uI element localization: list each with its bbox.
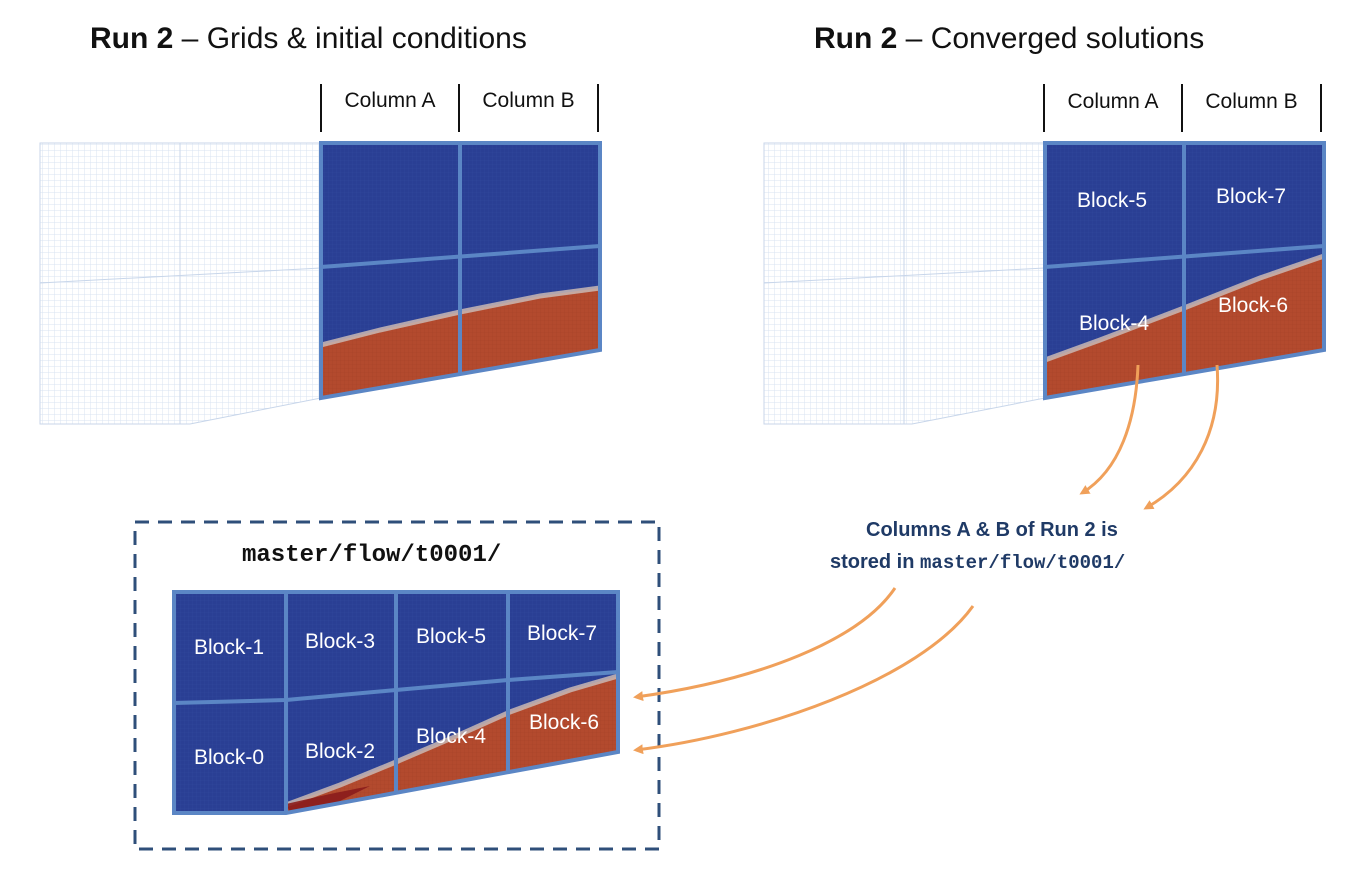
left-bracket-2 [458, 84, 460, 132]
left-faint-grid [39, 142, 322, 425]
right-block-label: Block-6 [1217, 294, 1289, 317]
left-block-mesh [319, 141, 602, 401]
note-line-1: Columns A & B of Run 2 is [866, 519, 1118, 541]
storage-block-label: Block-4 [415, 725, 487, 748]
left-title-bold: Run 2 [90, 22, 174, 55]
left-panel-title: Run 2 – Grids & initial conditions [90, 22, 527, 56]
storage-block-label: Block-6 [528, 711, 600, 734]
right-bracket-2 [1181, 84, 1183, 132]
right-panel-title: Run 2 – Converged solutions [814, 22, 1204, 56]
storage-block-label: Block-3 [304, 630, 376, 653]
arrow-column-b-to-note [1143, 364, 1220, 510]
note-line-2-path: master/flow/t0001/ [920, 552, 1126, 574]
left-bracket-1 [320, 84, 322, 132]
arrow-note-to-upper-blocks [633, 587, 897, 702]
right-faint-grid [763, 142, 1046, 425]
right-block-label: Block-4 [1078, 312, 1150, 335]
left-column-b-header: Column B [482, 89, 575, 112]
storage-block-label: Block-7 [526, 622, 598, 645]
orange-arrows [633, 364, 1220, 755]
storage-block-label: Block-5 [415, 625, 487, 648]
left-column-a-header: Column A [344, 89, 436, 112]
arrow-column-a-to-note [1079, 364, 1140, 495]
storage-block-mesh [172, 590, 620, 815]
right-column-b-header: Column B [1205, 90, 1298, 113]
storage-block-label: Block-1 [193, 636, 265, 659]
storage-path-label: master/flow/t0001/ [242, 542, 502, 569]
right-bracket-3 [1320, 84, 1322, 132]
storage-block-label: Block-2 [304, 740, 376, 763]
left-bracket-3 [597, 84, 599, 132]
arrow-note-to-lower-blocks [633, 605, 975, 755]
right-block-mesh [1043, 141, 1326, 401]
note-line-2: stored in master/flow/t0001/ [830, 551, 1125, 574]
right-title-bold: Run 2 [814, 22, 898, 55]
right-title-rest: – Converged solutions [897, 22, 1205, 55]
left-title-rest: – Grids & initial conditions [173, 22, 527, 55]
right-column-a-header: Column A [1067, 90, 1159, 113]
storage-block-label: Block-0 [193, 746, 265, 769]
right-block-label: Block-5 [1076, 189, 1148, 212]
storage-box-border [133, 520, 661, 851]
right-bracket-1 [1043, 84, 1045, 132]
note-line-2-prefix: stored in [830, 551, 921, 573]
right-block-label: Block-7 [1215, 185, 1287, 208]
